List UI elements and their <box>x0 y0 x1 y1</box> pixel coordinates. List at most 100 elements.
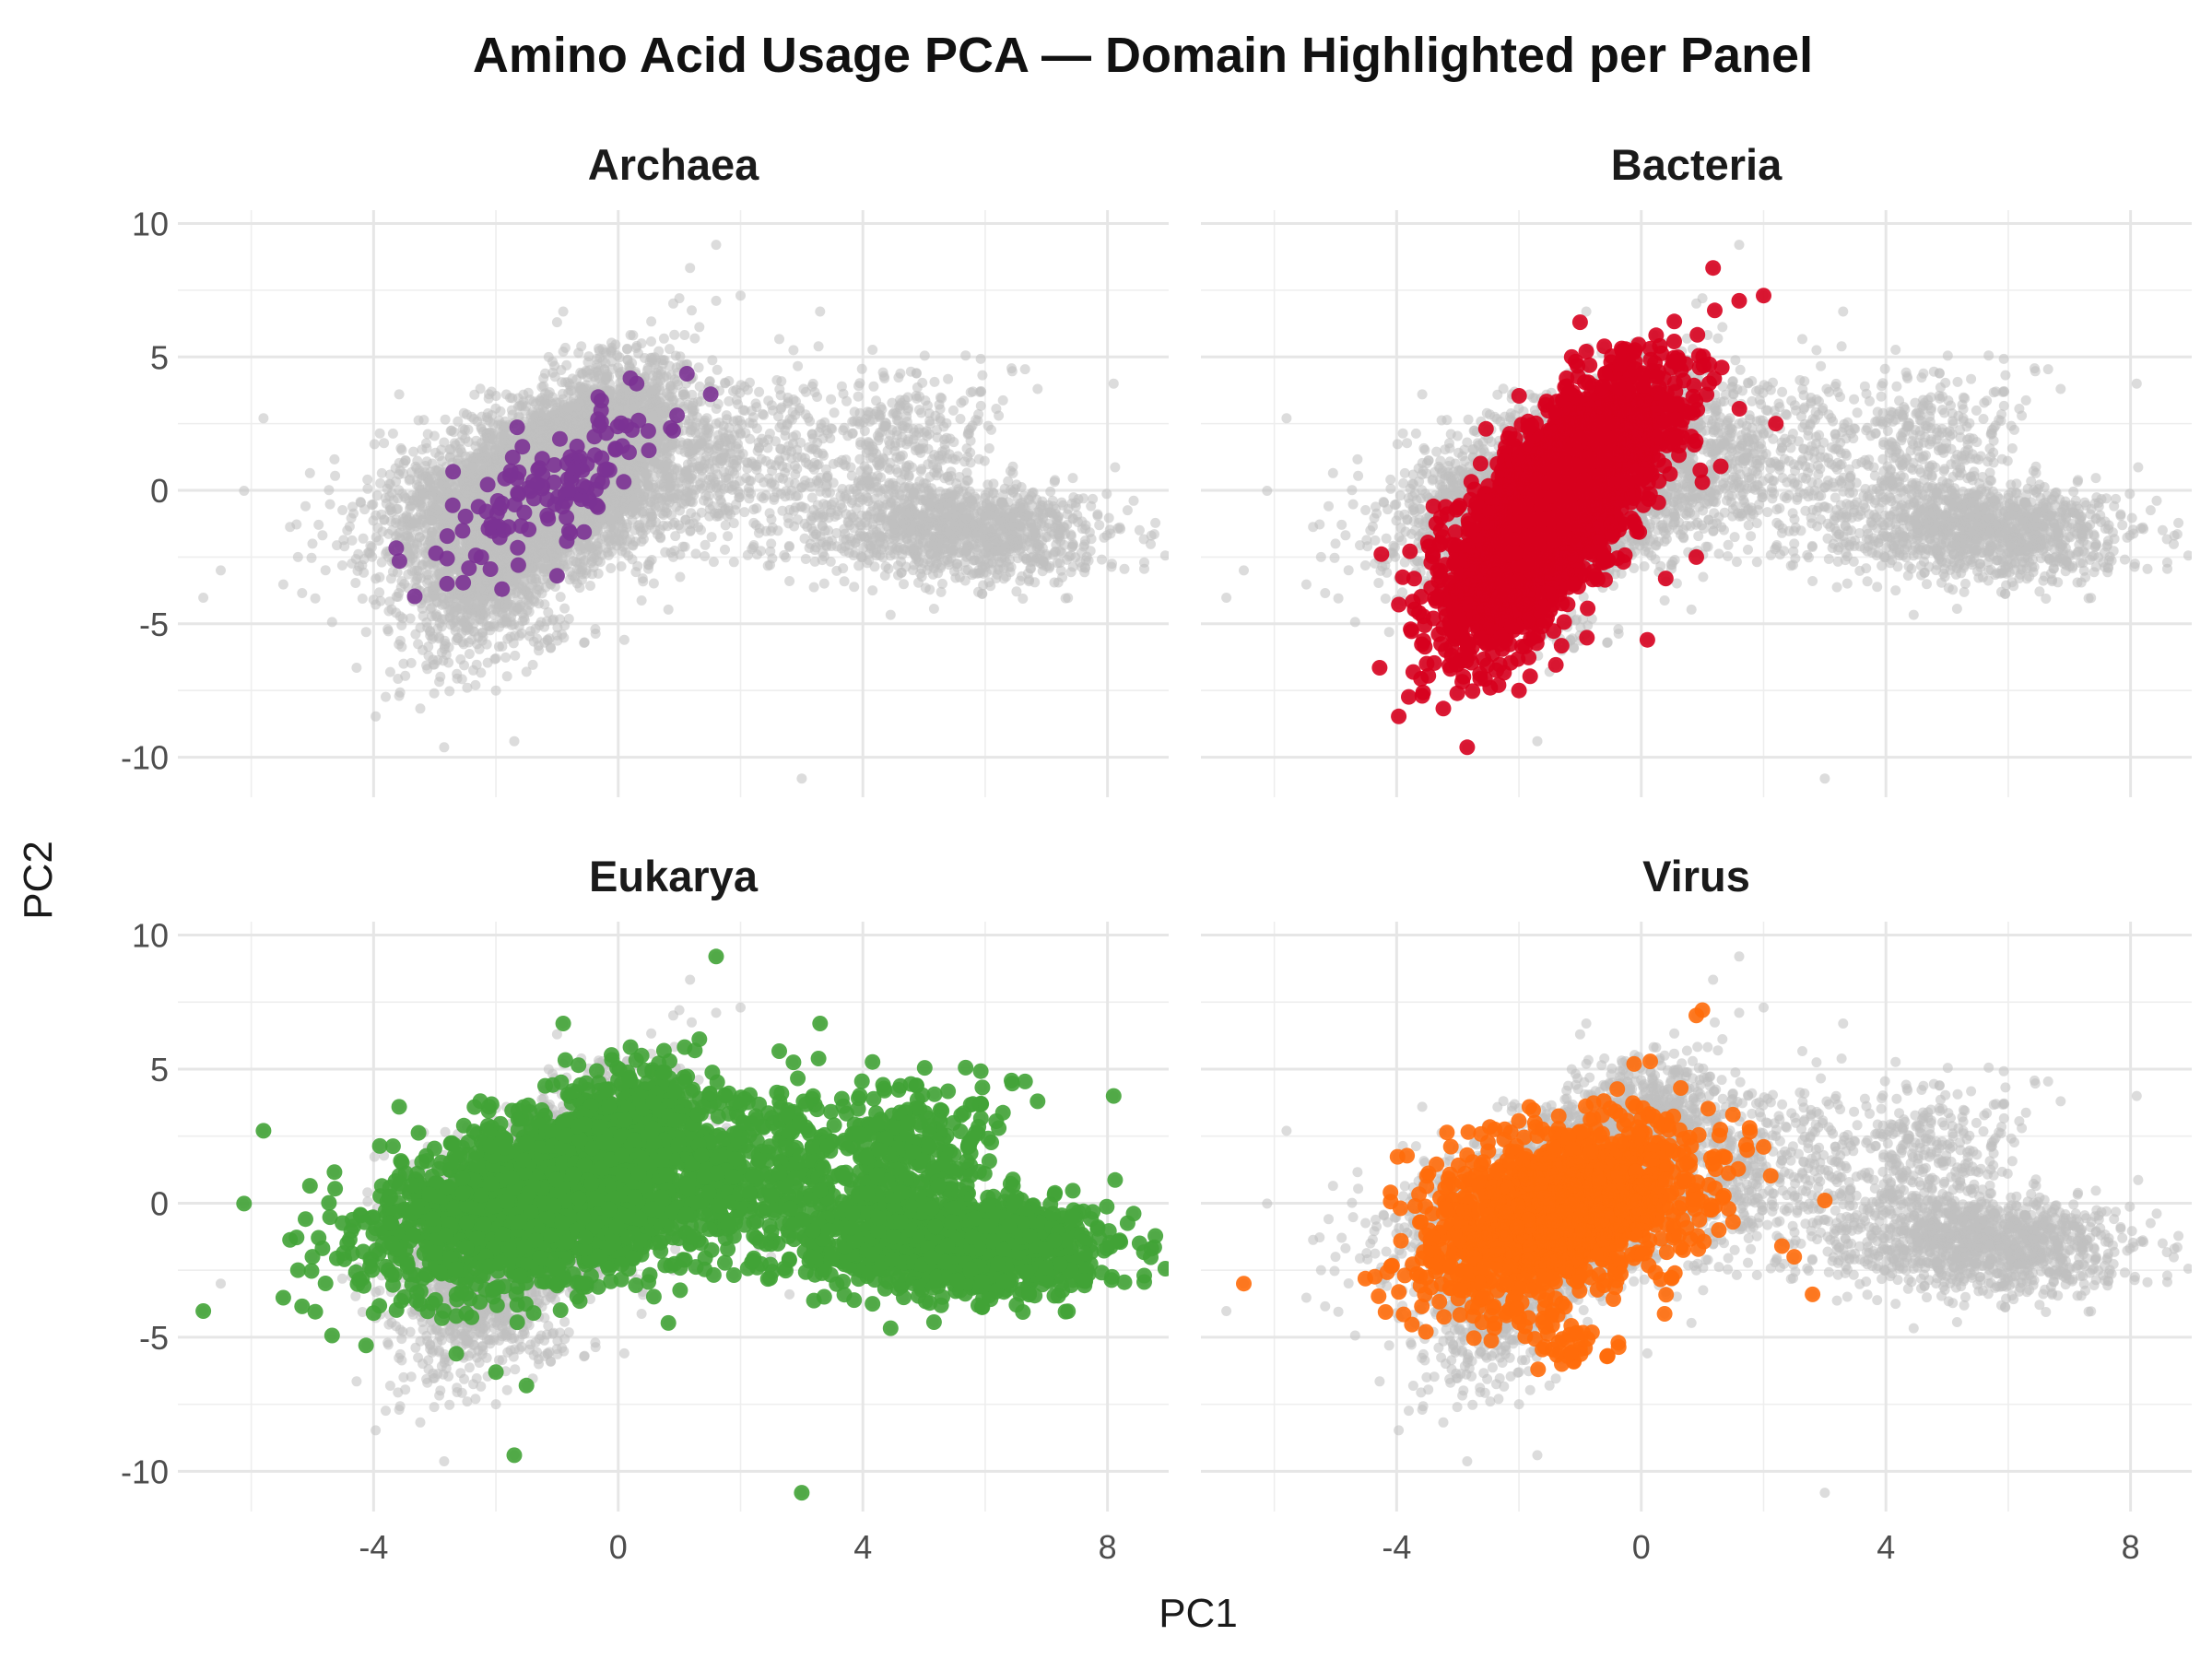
background-point <box>669 546 680 556</box>
background-point <box>536 562 547 573</box>
background-point <box>310 593 321 604</box>
background-point <box>398 658 409 669</box>
background-point <box>711 295 722 306</box>
background-point <box>468 665 478 676</box>
background-point <box>754 386 765 397</box>
background-point <box>559 603 571 614</box>
background-point <box>434 677 445 688</box>
background-point <box>292 551 303 562</box>
background-point <box>386 525 397 536</box>
background-point <box>459 660 470 671</box>
background-point <box>547 367 559 378</box>
background-point <box>669 329 680 340</box>
background-point <box>432 623 443 634</box>
background-point <box>603 549 614 560</box>
background-point <box>646 336 656 347</box>
background-point <box>324 499 335 510</box>
background-point <box>685 263 696 274</box>
background-point <box>277 579 288 590</box>
background-point <box>556 365 567 375</box>
background-point <box>482 657 493 668</box>
background-point <box>358 533 369 544</box>
background-point <box>332 540 342 551</box>
background-point <box>371 532 382 543</box>
background-point <box>476 667 487 678</box>
background-point <box>422 593 433 604</box>
background-point <box>385 516 396 527</box>
background-point <box>700 539 711 550</box>
background-point <box>425 627 436 638</box>
background-point <box>418 610 429 621</box>
background-point <box>371 711 382 722</box>
background-point <box>462 682 473 693</box>
background-point <box>724 395 735 406</box>
background-point <box>347 535 358 546</box>
background-point <box>543 351 554 362</box>
background-point <box>559 342 571 353</box>
background-point <box>551 317 562 328</box>
background-point <box>429 688 440 699</box>
background-point <box>374 587 385 598</box>
background-point <box>527 659 538 670</box>
background-point <box>360 627 371 638</box>
background-point <box>395 442 406 453</box>
background-point <box>415 703 426 714</box>
background-point <box>306 552 317 563</box>
background-point <box>443 657 454 668</box>
background-point <box>406 657 417 668</box>
chart-title: Amino Acid Usage PCA — Domain Highlighte… <box>473 28 1813 83</box>
background-point <box>536 382 547 393</box>
background-point <box>735 290 746 301</box>
background-point <box>452 668 463 679</box>
background-point <box>396 641 407 653</box>
background-point <box>337 505 348 515</box>
background-point <box>297 588 308 598</box>
background-point <box>300 500 311 512</box>
background-point <box>728 518 739 529</box>
background-point <box>763 395 774 406</box>
background-point <box>313 519 324 530</box>
background-point <box>355 497 366 507</box>
background-point <box>592 353 602 364</box>
background-point <box>384 666 395 677</box>
background-point <box>826 394 837 405</box>
background-point <box>501 671 512 682</box>
background-point <box>198 593 209 603</box>
background-point <box>483 621 494 631</box>
points-archaea <box>198 240 1169 784</box>
background-point <box>490 685 501 696</box>
background-point <box>324 485 335 496</box>
background-point <box>393 674 404 684</box>
background-point <box>500 652 512 663</box>
background-points <box>198 240 1169 784</box>
background-point <box>348 508 359 519</box>
background-point <box>555 592 566 603</box>
background-point <box>374 428 385 439</box>
background-point <box>464 649 475 659</box>
background-point <box>606 563 617 573</box>
background-point <box>415 622 426 633</box>
background-point <box>381 691 391 702</box>
background-point <box>421 438 431 449</box>
background-point <box>359 567 370 578</box>
background-point <box>304 467 315 478</box>
background-point <box>594 346 605 357</box>
background-point <box>351 663 362 673</box>
background-point <box>366 500 377 511</box>
background-point <box>437 614 447 625</box>
background-point <box>326 617 337 628</box>
background-point <box>387 428 398 439</box>
background-point <box>583 351 594 362</box>
background-point <box>648 578 659 589</box>
background-point <box>475 583 486 594</box>
background-point <box>344 521 355 532</box>
background-point <box>675 351 686 362</box>
background-point <box>481 639 492 650</box>
background-point <box>405 613 416 624</box>
background-point <box>675 444 685 455</box>
background-point <box>618 634 629 645</box>
background-point <box>444 686 455 697</box>
background-point <box>394 690 405 701</box>
background-point <box>502 633 513 644</box>
